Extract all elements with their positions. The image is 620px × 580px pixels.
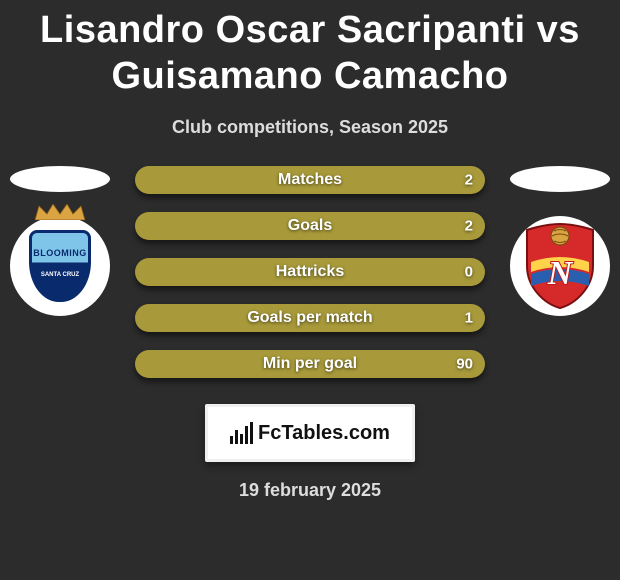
club-right-letter: N bbox=[547, 255, 574, 292]
stat-label: Hattricks bbox=[276, 263, 344, 281]
shield-left: BLOOMING SANTA CRUZ bbox=[29, 230, 91, 302]
stat-right-value: 2 bbox=[465, 218, 473, 235]
club-badge-left: BLOOMING SANTA CRUZ bbox=[10, 216, 110, 316]
stat-right-value: 1 bbox=[465, 310, 473, 327]
stat-right-value: 90 bbox=[456, 356, 473, 373]
stat-label: Goals bbox=[288, 217, 332, 235]
subtitle: Club competitions, Season 2025 bbox=[0, 117, 620, 138]
player-oval-right bbox=[510, 166, 610, 192]
club-badge-right: N bbox=[510, 216, 610, 316]
bar-chart-icon bbox=[230, 422, 252, 444]
stat-right-value: 0 bbox=[465, 264, 473, 281]
date-label: 19 february 2025 bbox=[0, 480, 620, 501]
stat-row-goals: Goals 2 bbox=[135, 212, 485, 240]
player-oval-left bbox=[10, 166, 110, 192]
stat-row-matches: Matches 2 bbox=[135, 166, 485, 194]
stat-label: Matches bbox=[278, 171, 342, 189]
stat-label: Min per goal bbox=[263, 355, 357, 373]
stat-row-min-per-goal: Min per goal 90 bbox=[135, 350, 485, 378]
branding-text: FcTables.com bbox=[258, 422, 390, 445]
stats-list: Matches 2 Goals 2 Hattricks 0 Goals per … bbox=[135, 166, 485, 378]
club-left-city: SANTA CRUZ bbox=[41, 272, 79, 278]
crown-icon bbox=[33, 204, 87, 220]
stat-row-hattricks: Hattricks 0 bbox=[135, 258, 485, 286]
club-left-name: BLOOMING bbox=[33, 248, 87, 258]
page-title: Lisandro Oscar Sacripanti vs Guisamano C… bbox=[0, 0, 620, 103]
branding-box: FcTables.com bbox=[205, 404, 415, 462]
comparison-panel: BLOOMING SANTA CRUZ N Matches 2 bbox=[0, 166, 620, 501]
stat-row-goals-per-match: Goals per match 1 bbox=[135, 304, 485, 332]
stat-right-value: 2 bbox=[465, 172, 473, 189]
shield-right: N bbox=[521, 222, 599, 310]
stat-label: Goals per match bbox=[247, 309, 372, 327]
